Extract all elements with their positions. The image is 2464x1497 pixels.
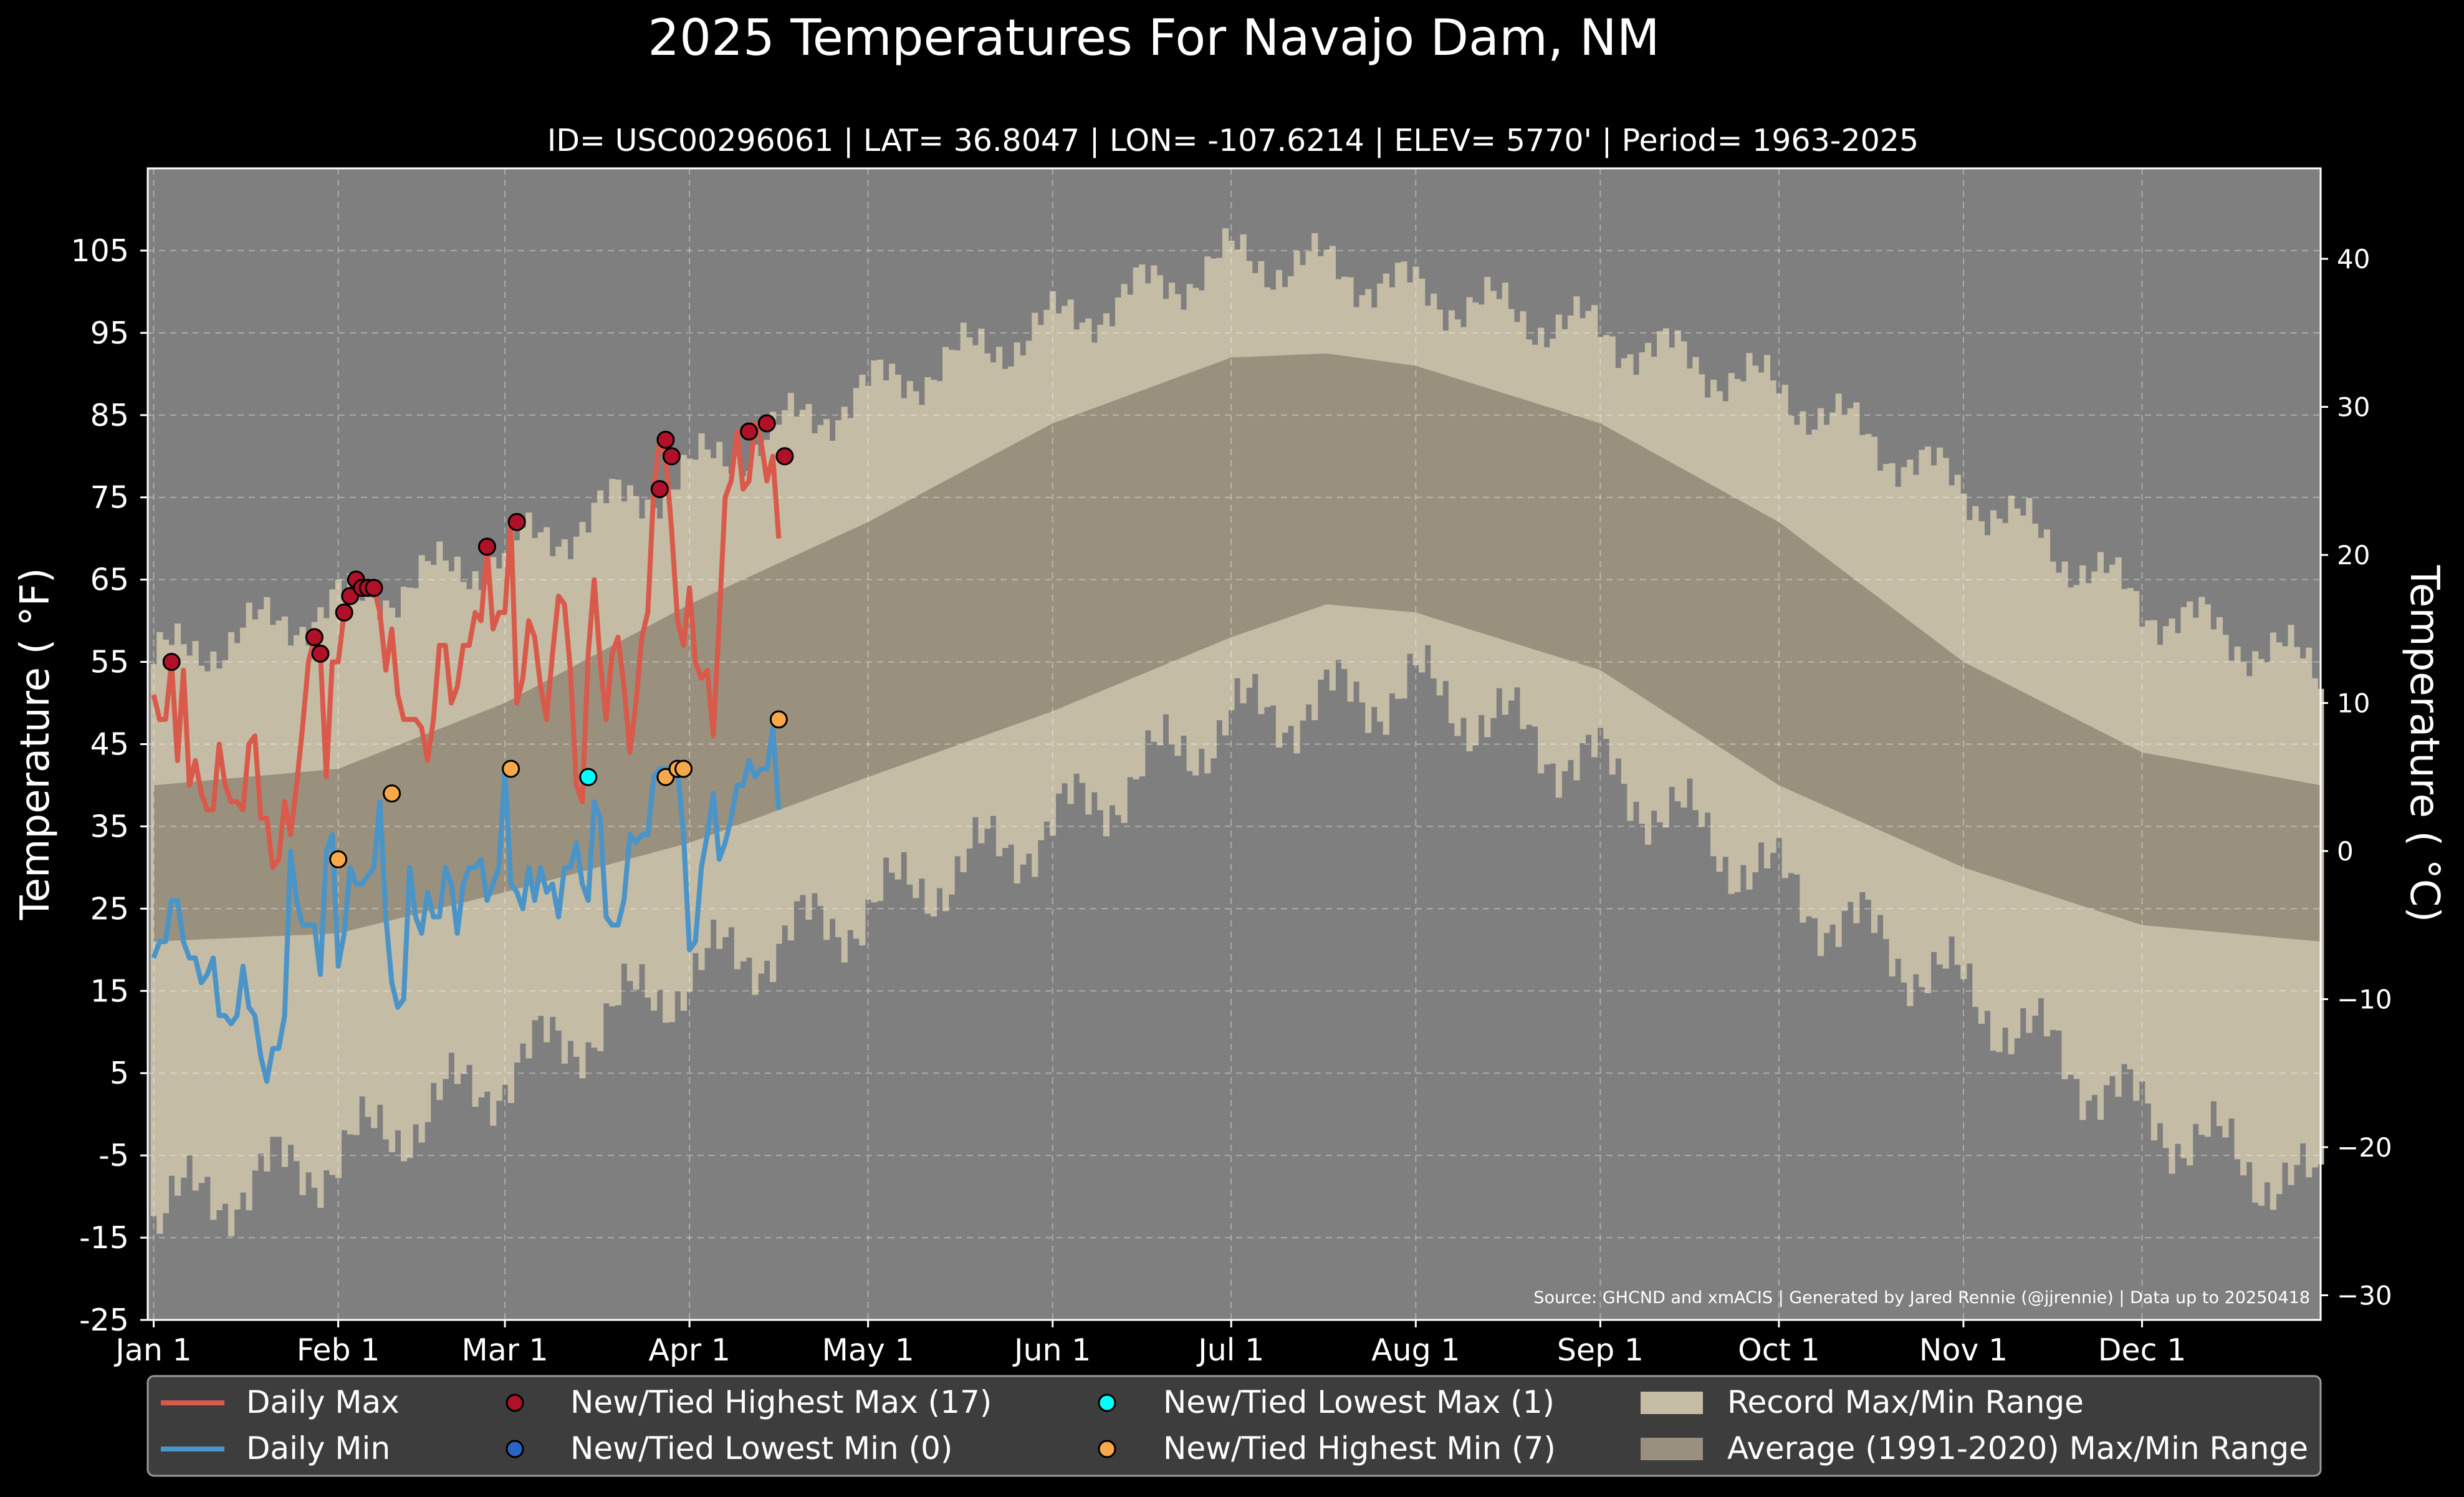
new-high-max-marker [662,447,681,466]
y-right-tick-label: 40 [2337,244,2370,274]
new-high-max-marker [507,513,526,531]
y-right-tick-label: −10 [2337,984,2392,1014]
new-high-max-marker [757,414,776,433]
x-tick-label: Sep 1 [1557,1332,1644,1368]
x-tick-label: Mar 1 [461,1332,548,1368]
normal-range-band [153,353,2321,942]
legend-box [146,1375,2322,1477]
legend-label-normal-range: Average (1991-2020) Max/Min Range [1727,1430,2308,1466]
record-range-bar [216,668,223,1211]
y-axis-left: -25 -15 -5 5 15 25 35 45 55 65 75 85 95 105 [70,233,148,1338]
new-high-max-marker [740,422,759,441]
x-tick-label: Jul 1 [1196,1332,1264,1368]
x-tick-label: May 1 [822,1332,914,1368]
y-right-tick-label: −30 [2337,1280,2392,1311]
legend-label-daily-min: Daily Min [246,1430,390,1466]
record-markers [162,414,794,869]
x-tick-label: Aug 1 [1371,1332,1460,1368]
legend-marker-low-max [1098,1394,1116,1412]
y-tick-label: 25 [90,891,129,927]
y-axis-label-left: Temperature ( °F) [12,568,59,921]
x-tick-label: Nov 1 [1919,1332,2008,1368]
x-tick-label: Feb 1 [297,1332,380,1368]
legend-label-high-max: New/Tied Highest Max (17) [570,1384,992,1420]
source-note: Source: GHCND and xmACIS | Generated by … [1533,1288,2310,1307]
new-high-min-marker [674,759,693,778]
y-tick-label: -25 [79,1302,129,1338]
x-axis: Jan 1 Feb 1 Mar 1 Apr 1 May 1 Jun 1 Jul 1 Aug 1… [113,1320,2186,1368]
new-high-max-marker [335,603,353,622]
y-right-tick-label: −20 [2337,1132,2392,1163]
y-right-tick-label: 20 [2337,540,2370,570]
y-tick-label: 75 [90,480,129,516]
y-axis-label-right: Temperature ( °C) [2401,565,2447,923]
legend-label-record-range: Record Max/Min Range [1727,1384,2084,1420]
x-tick-label: Apr 1 [648,1332,731,1368]
y-tick-label: 45 [90,727,129,763]
chart-subtitle: ID= USC00296061 | LAT= 36.8047 | LON= -1… [547,123,1919,158]
new-low-max-marker [579,768,598,786]
y-tick-label: 105 [70,233,129,269]
x-tick-label: Oct 1 [1738,1332,1819,1368]
y-tick-label: -15 [79,1220,129,1256]
y-tick-label: 85 [90,398,129,433]
new-high-min-marker [502,759,520,778]
new-high-min-marker [329,850,348,869]
new-high-max-marker [650,480,669,499]
new-high-max-marker [162,653,181,671]
legend-label-daily-max: Daily Max [246,1384,400,1420]
legend-marker-low-min [506,1440,524,1458]
y-axis-right: −30 −20 −10 0 10 20 30 40 [2321,244,2392,1311]
new-high-max-marker [477,537,496,556]
x-tick-label: Dec 1 [2098,1332,2187,1368]
y-tick-label: 35 [90,809,129,844]
y-tick-label: -5 [98,1138,129,1173]
y-tick-label: 95 [90,315,129,351]
legend-swatch-record-range [1641,1392,1703,1414]
normal-range-area [153,353,2321,942]
legend-swatch-normal-range [1641,1438,1703,1460]
new-high-max-marker [775,447,794,466]
new-high-max-marker [656,430,675,449]
y-tick-label: 65 [90,562,129,598]
legend: Daily Max Daily Min New/Tied Highest Max… [146,1375,2322,1477]
y-right-tick-label: 10 [2337,688,2370,719]
legend-marker-high-max [506,1394,524,1412]
grid-lines [148,168,2321,1320]
new-high-max-marker [305,628,324,647]
new-high-min-marker [769,710,788,729]
y-tick-label: 15 [90,973,129,1009]
new-high-min-marker [383,784,401,803]
legend-label-high-min: New/Tied Highest Min (7) [1163,1430,1556,1466]
new-high-max-marker [311,644,330,663]
daily-max-line [151,420,782,870]
x-tick-label: Jan 1 [113,1332,191,1368]
x-tick-label: Jun 1 [1012,1332,1091,1368]
y-right-tick-label: 0 [2337,836,2354,867]
y-tick-label: 55 [90,645,129,680]
new-high-max-marker [365,579,383,597]
legend-label-low-min: New/Tied Lowest Min (0) [570,1430,952,1466]
legend-label-low-max: New/Tied Lowest Max (1) [1163,1384,1555,1420]
y-right-tick-label: 30 [2337,392,2370,423]
y-tick-label: 5 [110,1056,129,1091]
legend-marker-high-min [1098,1440,1116,1458]
chart-title: 2025 Temperatures For Navajo Dam, NM [648,9,1659,67]
